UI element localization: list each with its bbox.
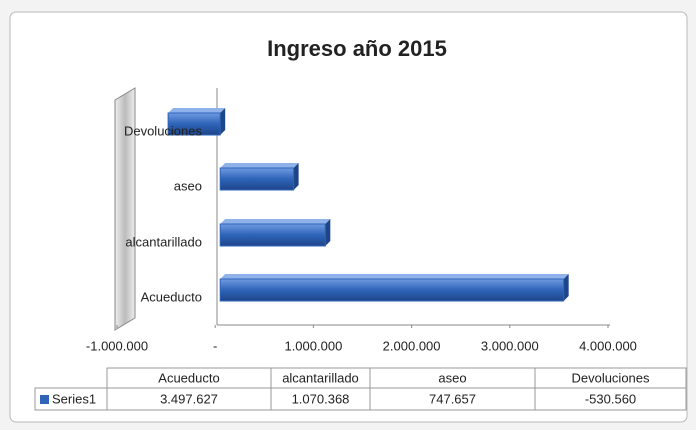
bar bbox=[219, 167, 295, 191]
bar-top bbox=[220, 219, 331, 224]
table-value: 3.497.627 bbox=[160, 391, 218, 406]
bar-top bbox=[168, 108, 226, 113]
bar bbox=[219, 223, 326, 247]
table-header: aseo bbox=[438, 370, 466, 385]
bar bbox=[167, 112, 221, 136]
table-border bbox=[34, 387, 687, 411]
chart-area bbox=[9, 11, 688, 423]
bar-top bbox=[220, 274, 569, 279]
table-header: Acueducto bbox=[158, 370, 219, 385]
x-tick-label: - bbox=[213, 338, 217, 353]
y-tick-label: alcantarillado bbox=[125, 234, 202, 249]
x-tick-label: 3.000.000 bbox=[481, 338, 539, 353]
bar-side bbox=[563, 274, 569, 301]
side-wall bbox=[114, 87, 136, 331]
bar-top bbox=[220, 163, 299, 168]
table-value: -530.560 bbox=[585, 391, 636, 406]
y-tick-label: Acueducto bbox=[141, 289, 202, 304]
bar-side bbox=[325, 219, 331, 246]
x-tick-label: 2.000.000 bbox=[383, 338, 441, 353]
legend-label: Series1 bbox=[52, 391, 96, 406]
legend-swatch bbox=[40, 395, 49, 404]
data-table bbox=[34, 367, 687, 411]
bar bbox=[219, 278, 565, 302]
y-tick-label: aseo bbox=[174, 178, 202, 193]
bar-side bbox=[293, 163, 299, 190]
table-value: 747.657 bbox=[429, 391, 476, 406]
table-header: Devoluciones bbox=[571, 370, 650, 385]
chart-title: Ingreso año 2015 bbox=[267, 36, 447, 61]
y-tick-label: Devoluciones bbox=[124, 123, 203, 138]
bar-side bbox=[220, 108, 226, 135]
x-tick-label: 1.000.000 bbox=[284, 338, 342, 353]
x-tick-label: 4.000.000 bbox=[579, 338, 637, 353]
x-tick-label: -1.000.000 bbox=[86, 338, 148, 353]
table-header: alcantarillado bbox=[282, 370, 359, 385]
table-value: 1.070.368 bbox=[292, 391, 350, 406]
